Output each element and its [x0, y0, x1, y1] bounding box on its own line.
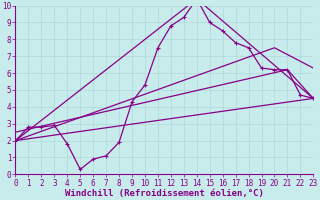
- X-axis label: Windchill (Refroidissement éolien,°C): Windchill (Refroidissement éolien,°C): [65, 189, 264, 198]
